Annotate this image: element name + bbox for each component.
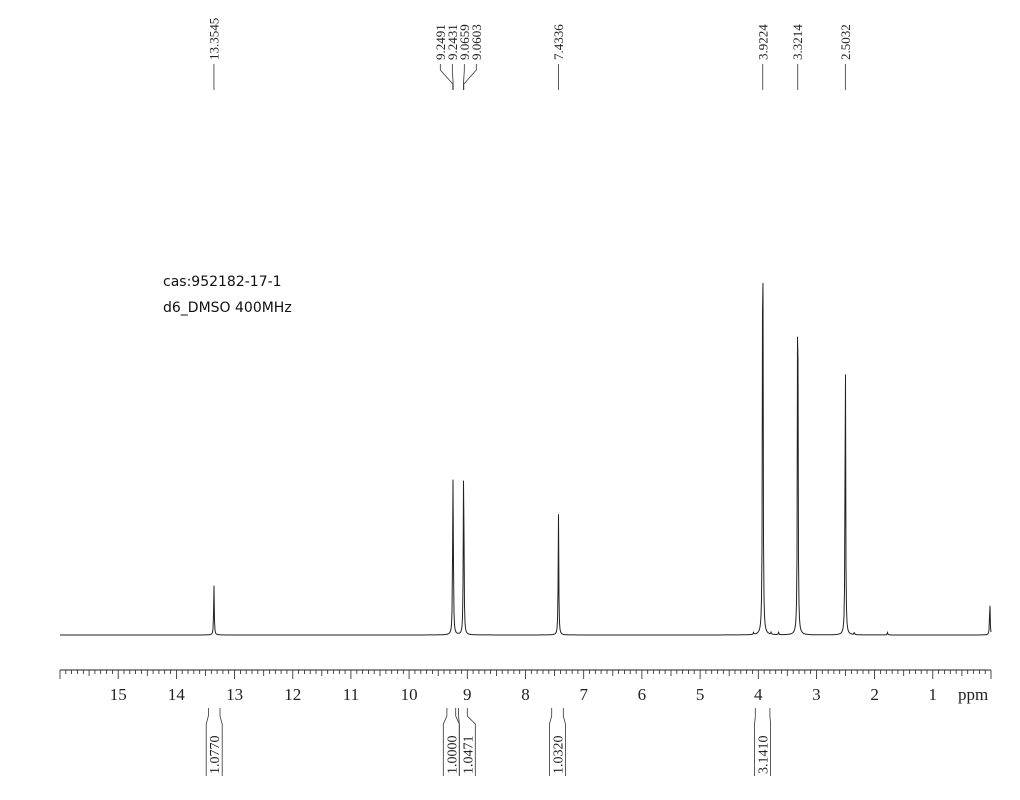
integral-value-label: 1.0000 — [445, 736, 460, 775]
x-tick-label: 12 — [284, 685, 301, 704]
x-tick-label: 9 — [463, 685, 472, 704]
peak-label-leader — [463, 64, 477, 90]
peak-label: 9.0603 — [469, 24, 484, 60]
integral-bracket — [466, 708, 476, 776]
x-tick-label: 10 — [401, 685, 418, 704]
x-axis-unit-label: ppm — [958, 685, 988, 704]
peak-label: 9.2491 — [433, 24, 448, 60]
solvent-frequency-label: d6_DMSO 400MHz — [163, 300, 292, 316]
x-tick-label: 4 — [754, 685, 763, 704]
peak-label: 9.2431 — [445, 24, 460, 60]
x-tick-label: 15 — [110, 685, 127, 704]
x-tick-label: 8 — [521, 685, 530, 704]
spectrum-trace — [60, 282, 992, 636]
peak-label-leader — [439, 64, 454, 90]
integral-bracket — [458, 708, 460, 776]
x-tick-label: 13 — [226, 685, 243, 704]
integrals: 1.0770 1.0000 1.0471 1.0320 3.1410 — [205, 708, 772, 776]
x-axis: 15 14 13 12 11 10 9 8 7 6 5 4 3 2 1 ppm — [59, 669, 992, 704]
cas-number-label: cas:952182-17-1 — [163, 274, 282, 290]
integral-value-label: 3.1410 — [757, 736, 772, 775]
integral-bracket — [754, 708, 756, 776]
x-tick-label: 5 — [696, 685, 705, 704]
integral-value-label: 1.0471 — [461, 736, 476, 775]
integral-bracket — [562, 708, 566, 776]
integral-value-label: 1.0770 — [208, 736, 223, 775]
peak-label: 7.4336 — [551, 24, 566, 60]
integral-value-label: 1.0320 — [552, 736, 567, 775]
integral-bracket — [769, 708, 771, 776]
x-tick-label: 6 — [638, 685, 647, 704]
x-tick-label: 14 — [168, 685, 186, 704]
integral-bracket — [219, 708, 223, 776]
x-tick-label: 2 — [870, 685, 879, 704]
peak-label: 13.3545 — [206, 18, 221, 60]
peak-label: 2.5032 — [838, 24, 853, 60]
x-tick-label: 1 — [929, 685, 938, 704]
integral-bracket — [549, 708, 553, 776]
peak-label: 3.9224 — [755, 24, 770, 60]
peak-label: 9.0659 — [457, 24, 472, 60]
x-tick-label: 11 — [343, 685, 359, 704]
peak-label-leader — [451, 64, 454, 90]
integral-bracket — [442, 708, 448, 776]
integral-bracket — [205, 708, 209, 776]
x-tick-label: 7 — [579, 685, 588, 704]
peak-label: 3.3214 — [790, 24, 805, 60]
x-tick-label: 3 — [812, 685, 821, 704]
